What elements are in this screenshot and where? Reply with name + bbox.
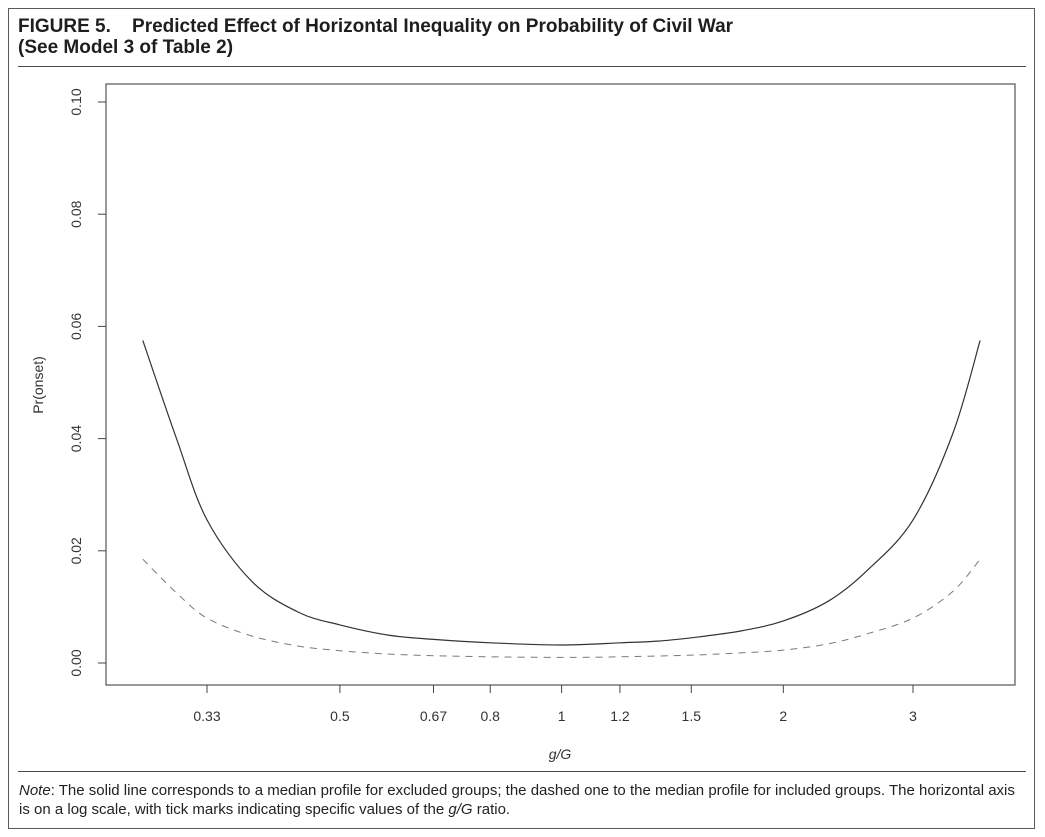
x-tick-label: 3	[909, 708, 917, 724]
note-divider	[18, 771, 1026, 772]
figure-note: Note: The solid line corresponds to a me…	[19, 781, 1029, 819]
note-italic-ratio: g/G	[448, 801, 473, 818]
y-tick-label: 0.08	[68, 200, 84, 227]
y-tick-label: 0.06	[68, 313, 84, 340]
figure-title-line-1: FIGURE 5. Predicted Effect of Horizontal…	[18, 16, 734, 37]
x-axis: 0.33 0.5 0.67 0.8 1 1.2 1.5 2 3	[193, 685, 917, 724]
y-tick-label: 0.10	[68, 88, 84, 115]
title-divider	[18, 66, 1026, 67]
figure-frame	[8, 8, 1035, 829]
series-layer	[142, 340, 981, 658]
figure-title-line-2: (See Model 3 of Table 2)	[18, 37, 234, 58]
note-label: Note	[19, 782, 51, 799]
x-tick-label: 0.33	[193, 708, 220, 724]
x-tick-label: 2	[779, 708, 787, 724]
x-axis-title: g/G	[549, 746, 572, 762]
note-text-part-2: ratio.	[472, 801, 511, 818]
figure-title: FIGURE 5. Predicted Effect of Horizontal…	[18, 16, 1018, 58]
x-tick-label: 1	[558, 708, 566, 724]
x-tick-label: 1.5	[682, 708, 702, 724]
y-axis-title: Pr(onset)	[30, 356, 46, 414]
y-tick-label: 0.04	[68, 425, 84, 452]
x-tick-label: 1.2	[610, 708, 630, 724]
series-line-solid	[142, 340, 981, 646]
y-axis: 0.00 0.02 0.04 0.06 0.08 0.10	[68, 88, 106, 677]
x-tick-label: 0.5	[330, 708, 350, 724]
plot-area-frame	[105, 83, 1016, 686]
y-tick-label: 0.02	[68, 537, 84, 564]
x-tick-label: 0.8	[481, 708, 501, 724]
x-tick-label: 0.67	[420, 708, 447, 724]
note-text-part-1: : The solid line corresponds to a median…	[19, 782, 1015, 818]
series-line-dashed	[142, 558, 981, 658]
y-tick-label: 0.00	[68, 649, 84, 676]
